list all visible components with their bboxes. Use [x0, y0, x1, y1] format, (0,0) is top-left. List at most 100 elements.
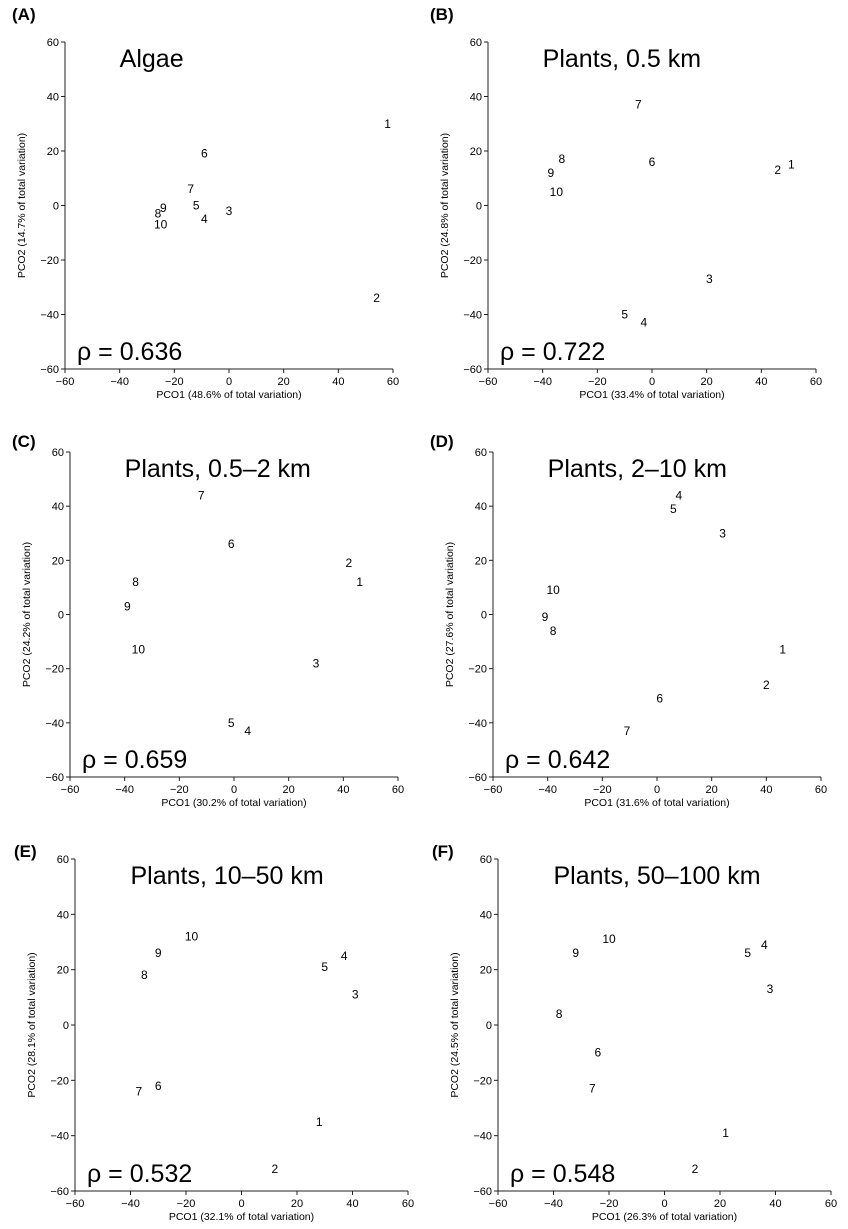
data-point-4: 4: [244, 724, 251, 738]
x-tick-label: 40: [337, 784, 349, 796]
x-axis-label: PCO1 (26.3% of total variation): [592, 1211, 737, 1223]
y-tick-label: −20: [473, 1075, 492, 1087]
y-tick-label: 0: [58, 610, 64, 622]
data-point-3: 3: [352, 988, 359, 1002]
y-tick-label: −60: [45, 772, 64, 784]
panel-2: −60 −40 −20 0 20 40 60 60 40 20 0 −20 −40 −60 PCO1 (33…: [430, 5, 822, 401]
x-tick-label: −60: [489, 1198, 508, 1210]
x-tick-label: 60: [387, 376, 399, 388]
panel-letter: (F): [432, 842, 454, 861]
y-tick-label: −60: [468, 772, 487, 784]
data-point-8: 8: [141, 968, 148, 982]
data-point-3: 3: [706, 272, 713, 286]
x-tick-label: 0: [661, 1198, 667, 1210]
y-tick-label: 40: [57, 909, 69, 921]
data-point-1: 1: [384, 117, 391, 131]
y-tick-label: −20: [45, 664, 64, 676]
y-tick-label: 20: [475, 555, 487, 567]
panel-title: Plants, 0.5–2 km: [125, 455, 311, 483]
data-point-10: 10: [546, 583, 560, 597]
data-point-9: 9: [572, 946, 579, 960]
panel-3: −60 −40 −20 0 20 40 60 60 40 20 0 −20 −40 −60 PCO1 (30…: [12, 432, 404, 809]
y-tick-label: 0: [481, 610, 487, 622]
panel-title: Algae: [120, 45, 184, 73]
x-tick-label: 40: [755, 376, 767, 388]
x-tick-label: 60: [815, 784, 827, 796]
panel-letter: (B): [430, 5, 454, 24]
data-point-7: 7: [589, 1082, 596, 1096]
data-point-10: 10: [550, 185, 564, 199]
data-point-8: 8: [558, 152, 565, 166]
x-axis-label: PCO1 (48.6% of total variation): [156, 389, 301, 401]
x-tick-label: −20: [177, 1198, 196, 1210]
data-point-9: 9: [548, 166, 555, 180]
x-tick-label: 40: [760, 784, 772, 796]
data-point-7: 7: [635, 98, 642, 112]
y-axis-label: PCO2 (24.2% of total variation): [21, 542, 33, 687]
x-tick-label: 60: [402, 1198, 414, 1210]
rho-annotation: ρ = 0.642: [505, 746, 610, 774]
x-tick-label: 20: [714, 1198, 726, 1210]
x-axis-label: PCO1 (31.6% of total variation): [584, 797, 729, 809]
y-tick-label: 60: [475, 447, 487, 459]
y-tick-label: 0: [53, 201, 59, 213]
panel-letter: (D): [430, 432, 454, 451]
y-tick-label: −40: [40, 310, 59, 322]
data-point-10: 10: [185, 929, 199, 943]
x-tick-label: 0: [654, 784, 660, 796]
y-axis-label: PCO2 (24.5% of total variation): [449, 952, 461, 1097]
data-point-6: 6: [656, 691, 663, 705]
y-tick-label: 20: [480, 965, 492, 977]
y-tick-label: 40: [47, 92, 59, 104]
panel-title: Plants, 2–10 km: [548, 455, 727, 483]
data-point-1: 1: [356, 575, 363, 589]
x-tick-label: −20: [588, 376, 607, 388]
y-tick-label: 20: [47, 146, 59, 158]
y-tick-label: −20: [463, 255, 482, 267]
data-point-8: 8: [155, 207, 162, 221]
data-point-7: 7: [624, 724, 631, 738]
y-tick-label: 60: [57, 854, 69, 866]
y-tick-label: 0: [486, 1020, 492, 1032]
x-tick-label: −40: [121, 1198, 140, 1210]
data-point-8: 8: [550, 624, 557, 638]
y-tick-label: −20: [50, 1075, 69, 1087]
y-tick-label: 60: [47, 37, 59, 49]
x-tick-label: 60: [825, 1198, 837, 1210]
x-tick-label: 0: [226, 376, 232, 388]
y-tick-label: 40: [52, 501, 64, 513]
x-tick-label: 60: [392, 784, 404, 796]
data-point-3: 3: [719, 526, 726, 540]
x-tick-label: −60: [484, 784, 503, 796]
x-tick-label: 20: [291, 1198, 303, 1210]
y-tick-label: −40: [473, 1131, 492, 1143]
data-point-7: 7: [198, 488, 205, 502]
panel-5: −60 −40 −20 0 20 40 60 60 40 20 0 −20 −40 −60 PCO1 (32…: [14, 842, 414, 1223]
x-tick-label: 20: [701, 376, 713, 388]
y-tick-label: 20: [470, 146, 482, 158]
y-tick-label: −60: [40, 364, 59, 376]
data-point-7: 7: [135, 1084, 142, 1098]
y-tick-label: 60: [480, 854, 492, 866]
y-tick-label: 40: [475, 501, 487, 513]
data-point-6: 6: [649, 155, 656, 169]
x-tick-label: −40: [110, 376, 129, 388]
panel-4: −60 −40 −20 0 20 40 60 60 40 20 0 −20 −40 −60 PCO1 (31…: [430, 432, 827, 809]
y-tick-label: 20: [57, 965, 69, 977]
x-tick-label: 0: [231, 784, 237, 796]
rho-annotation: ρ = 0.722: [500, 338, 605, 366]
data-point-2: 2: [271, 1162, 278, 1176]
y-tick-label: −20: [40, 255, 59, 267]
data-point-4: 4: [341, 949, 348, 963]
y-axis-label: PCO2 (24.8% of total variation): [439, 133, 451, 278]
y-tick-label: −20: [468, 664, 487, 676]
x-tick-label: −60: [479, 376, 498, 388]
y-tick-label: 60: [470, 37, 482, 49]
data-point-4: 4: [676, 488, 683, 502]
x-tick-label: −20: [600, 1198, 619, 1210]
data-point-6: 6: [228, 537, 235, 551]
x-tick-label: 40: [332, 376, 344, 388]
y-tick-label: −60: [50, 1186, 69, 1198]
x-tick-label: −40: [533, 376, 552, 388]
panel-letter: (A): [12, 5, 36, 24]
